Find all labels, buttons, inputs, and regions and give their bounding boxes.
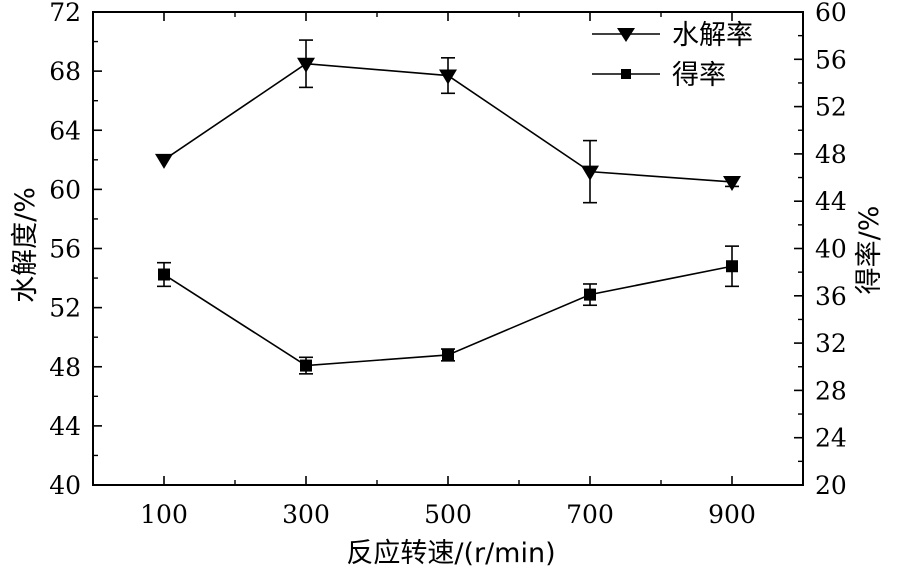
legend-marker-triangle — [617, 28, 635, 42]
y-right-tick-label: 56 — [815, 45, 847, 74]
point-hydrolysis — [297, 57, 315, 73]
x-axis-title: 反应转速/(r/min) — [346, 538, 555, 569]
y-left-tick-label: 52 — [49, 294, 81, 323]
y-right-tick-label: 24 — [815, 424, 847, 453]
y-right-tick-label: 52 — [815, 93, 847, 122]
y-right-tick-label: 28 — [815, 376, 847, 405]
x-tick-label: 900 — [708, 500, 756, 529]
y-left-tick-label: 44 — [49, 412, 81, 441]
x-tick-label: 700 — [566, 500, 614, 529]
point-hydrolysis — [439, 69, 457, 85]
x-tick-label: 500 — [424, 500, 472, 529]
point-yield — [158, 268, 170, 281]
legend: 水解率 得率 — [592, 20, 753, 91]
y-right-tick-label: 20 — [815, 471, 847, 500]
y-right-tick-label: 48 — [815, 140, 847, 169]
legend-label-yield: 得率 — [672, 60, 726, 91]
y-left-tick-label: 64 — [49, 116, 81, 145]
y-right-tick-label: 44 — [815, 187, 847, 216]
y-left-tick-label: 56 — [49, 235, 81, 264]
plot-frame — [92, 11, 804, 486]
legend-marker-square — [621, 69, 631, 79]
point-hydrolysis — [581, 165, 599, 181]
y-right-tick-label: 60 — [815, 0, 847, 27]
series-lines — [155, 39, 741, 375]
y-left-axis-title: 水解度/% — [10, 187, 41, 303]
y-right-tick-label: 36 — [815, 282, 847, 311]
point-yield — [726, 260, 738, 273]
legend-label-hydrolysis: 水解率 — [672, 20, 753, 51]
y-left-tick-label: 40 — [49, 471, 81, 500]
y-right-tick-label: 40 — [815, 235, 847, 264]
x-tick-label: 300 — [282, 500, 330, 529]
point-yield — [584, 288, 596, 301]
point-yield — [300, 359, 312, 372]
x-tick-label: 100 — [140, 500, 188, 529]
y-right-tick-label: 32 — [815, 329, 847, 358]
y-left-tick-label: 72 — [49, 0, 81, 27]
y-right-axis-title: 得率/% — [854, 206, 885, 295]
y-left-tick-label: 60 — [49, 175, 81, 204]
y-left-tick-label: 68 — [49, 57, 81, 86]
tick-labels: 100 300 500 700 900 40 44 48 52 56 60 64 68 72 20 24 28 3… — [49, 0, 847, 529]
point-hydrolysis — [723, 175, 741, 191]
point-hydrolysis — [155, 153, 173, 169]
y-left-tick-label: 48 — [49, 353, 81, 382]
point-yield — [442, 348, 454, 361]
